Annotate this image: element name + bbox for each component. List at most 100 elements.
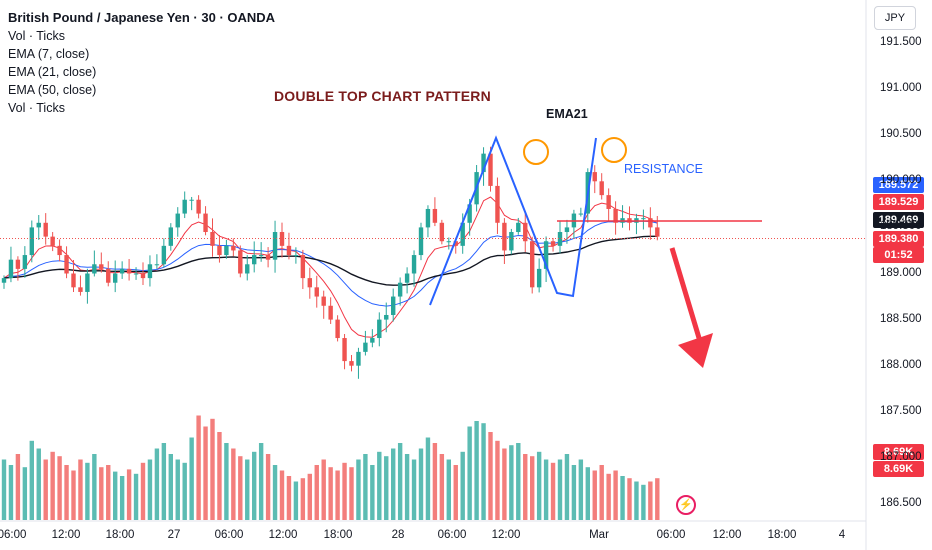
volume-bar: [613, 470, 618, 520]
candle-body: [189, 199, 194, 201]
volume-bar: [655, 478, 660, 520]
price-tick-label: 191.500: [880, 36, 922, 48]
candle-body: [99, 264, 104, 269]
volume-bar: [335, 470, 340, 520]
volume-bar: [397, 443, 403, 520]
volume-bar: [168, 454, 173, 520]
candle-body: [550, 241, 556, 246]
volume-bar: [592, 470, 597, 520]
candle-body: [335, 319, 340, 339]
ema21-label: EMA21: [546, 107, 588, 121]
volume-bar: [439, 454, 445, 520]
volume-bar: [342, 462, 347, 520]
volume-bar: [550, 462, 556, 520]
candle-body: [182, 199, 187, 214]
volume-bar: [460, 451, 465, 520]
legend-ema50[interactable]: EMA (50, close): [8, 83, 97, 97]
legend-ema21[interactable]: EMA (21, close): [8, 65, 97, 79]
candle-body: [258, 255, 264, 257]
volume-bar: [161, 443, 167, 520]
candle-body: [245, 264, 250, 274]
candle-body: [71, 273, 76, 288]
candle-body: [196, 199, 201, 214]
volume-bar: [557, 459, 563, 520]
volume-bar: [78, 459, 83, 520]
legend-volume[interactable]: Vol · Ticks: [8, 29, 65, 43]
volume-bar: [15, 454, 21, 520]
currency-button[interactable]: JPY: [874, 6, 916, 30]
price-tag-ema7: 189.529: [873, 194, 924, 210]
volume-bar: [50, 451, 55, 520]
volume-bar: [481, 423, 486, 520]
candle-body: [140, 273, 146, 279]
candle-body: [356, 351, 361, 366]
volume-bar: [203, 426, 208, 520]
countdown-tag: 01:52: [873, 247, 924, 263]
volume-bar: [530, 456, 535, 520]
candle-body: [432, 208, 438, 223]
candle-body: [286, 245, 292, 256]
chart-legend: British Pound / Japanese Yen · 30 · OAND…: [8, 9, 275, 117]
time-tick-label: 18:00: [767, 529, 797, 541]
candle-body: [147, 264, 153, 279]
lightning-icon[interactable]: ⚡: [676, 495, 696, 515]
candle-body: [460, 222, 465, 246]
candle-body: [8, 259, 14, 279]
candle-body: [578, 213, 584, 215]
time-tick-label: 06:00: [656, 529, 686, 541]
ema21-line: [3, 220, 658, 307]
legend-volume-2[interactable]: Vol · Ticks: [8, 101, 65, 115]
candle-body: [50, 236, 55, 246]
volume-bar: [258, 443, 264, 520]
volume-bar: [620, 476, 625, 520]
candle-body: [655, 227, 660, 237]
candle-body: [530, 241, 535, 288]
candle-body: [613, 208, 618, 223]
volume-bar: [314, 465, 319, 520]
legend-ema7[interactable]: EMA (7, close): [8, 47, 90, 61]
time-tick-label: 18:00: [105, 529, 135, 541]
first-top-circle: [523, 139, 549, 165]
volume-bar: [272, 465, 278, 520]
candle-body: [509, 232, 514, 251]
candle-body: [238, 250, 243, 274]
volume-bar: [92, 454, 97, 520]
candle-body: [43, 222, 48, 237]
volume-bar: [196, 415, 201, 520]
candle-body: [363, 342, 368, 352]
price-tag-last: 189.380: [873, 231, 924, 247]
volume-bar: [147, 459, 153, 520]
symbol-title[interactable]: British Pound / Japanese Yen · 30 · OAND…: [8, 10, 276, 25]
volume-bar: [509, 445, 514, 520]
volume-bar: [43, 459, 48, 520]
candle-body: [78, 287, 83, 292]
candle-body: [404, 273, 410, 283]
volume-bar: [106, 465, 111, 520]
volume-bar: [599, 465, 604, 520]
candle-body: [599, 181, 604, 196]
volume-bar: [133, 473, 139, 520]
volume-bar: [453, 465, 458, 520]
time-tick-label: 28: [391, 529, 405, 541]
volume-bar: [411, 459, 417, 520]
volume-bar: [8, 465, 14, 520]
candle-body: [536, 268, 542, 288]
price-tick-label: 188.000: [880, 358, 922, 371]
volume-bar: [634, 481, 639, 520]
price-tag-ema50: 189.469: [873, 212, 924, 228]
candle-body: [481, 153, 486, 173]
volume-bar: [516, 443, 521, 520]
volume-bar: [300, 478, 306, 520]
volume-bar: [467, 426, 472, 520]
candle-body: [126, 268, 132, 274]
candle-body: [307, 278, 312, 288]
volume-bar: [265, 454, 271, 520]
volume-bar: [543, 459, 549, 520]
volume-bar: [363, 454, 368, 520]
candle-body: [85, 273, 90, 292]
volume-bar: [349, 467, 354, 520]
candle-body: [106, 268, 111, 283]
volume-bar: [36, 448, 41, 520]
volume-bar: [502, 448, 507, 520]
